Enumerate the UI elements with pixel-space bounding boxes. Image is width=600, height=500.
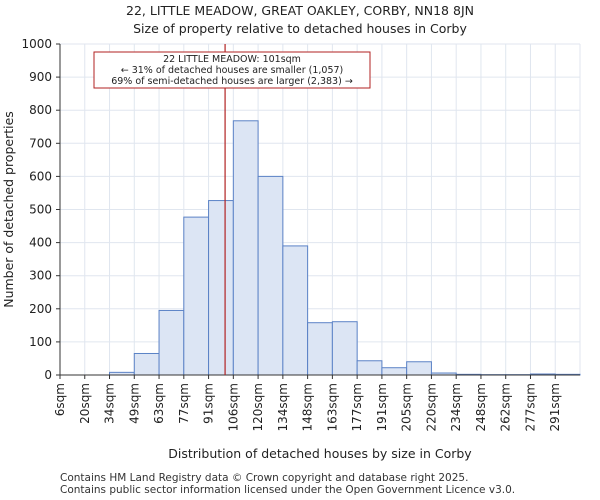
y-tick-label-400: 400 <box>29 236 52 250</box>
y-axis-label: Number of detached properties <box>1 111 16 308</box>
x-tick-label-91sqm: 91sqm <box>202 383 216 424</box>
x-axis-label: Distribution of detached houses by size … <box>168 446 472 461</box>
bar-77sqm <box>183 216 210 376</box>
x-tick-label-49sqm: 49sqm <box>127 383 141 424</box>
x-tick-label-177sqm: 177sqm <box>350 383 364 431</box>
annotation-box: 22 LITTLE MEADOW: 101sqm ← 31% of detach… <box>93 51 371 89</box>
x-tick-label-262sqm: 262sqm <box>499 383 513 431</box>
y-tick-label-300: 300 <box>29 269 52 283</box>
x-tick-label-106sqm: 106sqm <box>226 383 240 431</box>
y-tick-label-600: 600 <box>29 169 52 183</box>
x-tick-label-34sqm: 34sqm <box>103 383 117 424</box>
y-tick-label-900: 900 <box>29 70 52 84</box>
x-tick-label-291sqm: 291sqm <box>548 383 562 431</box>
y-axis-ticks: 0 100 200 300 400 500 600 700 800 900 1000 <box>21 37 60 382</box>
bar-205sqm <box>406 361 432 376</box>
x-tick-label-148sqm: 148sqm <box>301 383 315 431</box>
x-tick-label-6sqm: 6sqm <box>53 383 67 416</box>
bars <box>109 120 581 376</box>
x-tick-label-63sqm: 63sqm <box>152 383 166 424</box>
bar-177sqm <box>356 360 383 376</box>
bar-120sqm <box>257 175 284 376</box>
chart-title: 22, LITTLE MEADOW, GREAT OAKLEY, CORBY, … <box>126 3 474 18</box>
x-tick-label-205sqm: 205sqm <box>400 383 414 431</box>
annotation-line-3: 69% of semi-detached houses are larger (… <box>111 76 353 87</box>
bar-106sqm <box>232 120 259 376</box>
x-tick-label-77sqm: 77sqm <box>177 383 191 424</box>
y-tick-label-800: 800 <box>29 103 52 117</box>
bar-134sqm <box>282 245 309 376</box>
x-axis-ticks: 6sqm 20sqm 34sqm 49sqm 63sqm 77sqm 91sqm 106sqm… <box>53 375 562 431</box>
x-tick-label-248sqm: 248sqm <box>474 383 488 431</box>
x-tick-label-234sqm: 234sqm <box>449 383 463 431</box>
y-tick-label-700: 700 <box>29 136 52 150</box>
x-tick-label-277sqm: 277sqm <box>523 383 537 431</box>
y-tick-label-0: 0 <box>44 368 52 382</box>
bar-148sqm <box>307 322 333 376</box>
bar-49sqm <box>133 352 160 376</box>
x-tick-label-120sqm: 120sqm <box>251 383 265 431</box>
chart-subtitle: Size of property relative to detached ho… <box>133 21 467 36</box>
x-tick-label-134sqm: 134sqm <box>276 383 290 431</box>
y-tick-label-200: 200 <box>29 302 52 316</box>
footer-licence: Contains public sector information licen… <box>60 484 516 496</box>
x-tick-label-220sqm: 220sqm <box>424 383 438 431</box>
bar-191sqm <box>381 367 408 376</box>
bar-91sqm <box>208 200 234 376</box>
bar-63sqm <box>158 309 185 376</box>
y-tick-label-500: 500 <box>29 203 52 217</box>
y-tick-label-1000: 1000 <box>21 37 52 51</box>
annotation-line-2: ← 31% of detached houses are smaller (1,… <box>121 65 344 76</box>
bar-163sqm <box>331 321 358 376</box>
footer-copyright: Contains HM Land Registry data © Crown c… <box>60 472 469 484</box>
y-tick-label-100: 100 <box>29 335 52 349</box>
x-tick-label-20sqm: 20sqm <box>78 383 92 424</box>
x-tick-label-163sqm: 163sqm <box>325 383 339 431</box>
x-tick-label-191sqm: 191sqm <box>375 383 389 431</box>
annotation-border <box>93 51 371 89</box>
annotation-line-1: 22 LITTLE MEADOW: 101sqm <box>163 54 301 65</box>
